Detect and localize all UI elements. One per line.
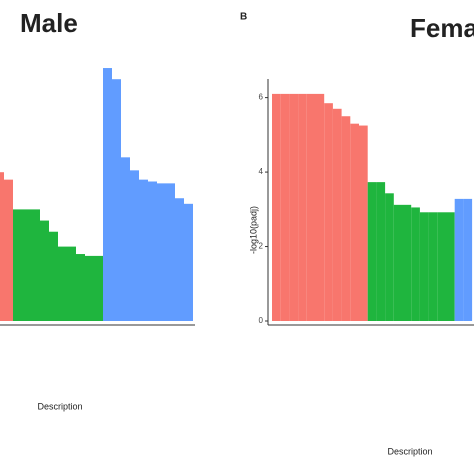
bar [289, 93, 299, 322]
bar [428, 212, 438, 321]
bar [446, 212, 455, 321]
bar [359, 125, 368, 322]
bar [184, 203, 193, 321]
bar [454, 198, 464, 321]
x-axis-label: Description [387, 446, 432, 456]
bar [13, 209, 22, 321]
bar [148, 181, 157, 321]
bar [175, 198, 184, 321]
chart-title: Male [20, 8, 78, 38]
bar [103, 68, 112, 321]
bar [324, 103, 333, 321]
bar [315, 93, 325, 322]
bar [463, 198, 473, 321]
bar [367, 182, 377, 321]
bar [22, 209, 31, 321]
x-axis-label: Description [37, 401, 82, 411]
bar [85, 255, 94, 321]
bar [76, 254, 85, 321]
bar [298, 93, 307, 322]
bar [419, 212, 429, 321]
panel-label: B [240, 12, 247, 23]
bar [332, 108, 342, 322]
bar [437, 212, 446, 321]
y-tick-label: 2 [259, 242, 264, 251]
bar [350, 123, 359, 321]
bar [67, 246, 76, 321]
bar [40, 220, 49, 321]
bar [341, 116, 351, 321]
bar [157, 183, 166, 321]
bar [112, 79, 121, 321]
bar [4, 179, 13, 321]
bar [94, 255, 103, 321]
bar [166, 183, 175, 321]
bar [49, 231, 58, 321]
bar [376, 182, 386, 321]
bar [402, 204, 412, 321]
bar [58, 246, 67, 321]
bar [272, 93, 281, 322]
bar [0, 172, 4, 321]
y-tick-label: 4 [259, 167, 264, 176]
y-tick-label: 0 [259, 316, 264, 325]
y-tick-label: 6 [259, 93, 264, 102]
y-axis-label: -log10(padj) [248, 206, 258, 254]
chart-title: Fema [410, 13, 474, 43]
bar [121, 157, 130, 321]
bar [139, 179, 148, 321]
bar [306, 93, 316, 322]
bar [411, 207, 420, 321]
bar [130, 170, 139, 321]
bar [31, 209, 40, 321]
bar [385, 193, 394, 321]
bar [393, 204, 403, 321]
bar [280, 93, 290, 322]
